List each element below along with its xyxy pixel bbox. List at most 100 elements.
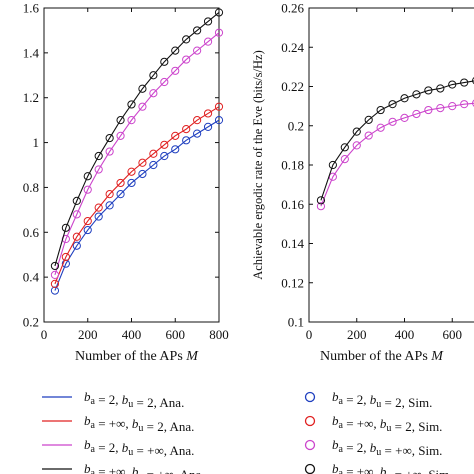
data-point — [72, 232, 81, 241]
data-point — [105, 133, 114, 143]
data-point — [61, 252, 70, 262]
y-tick-label: 0.22 — [281, 79, 304, 94]
series-line — [320, 80, 474, 201]
data-point — [424, 86, 433, 95]
legend-item: ba = +∞, bu = +∞, Sim. — [304, 461, 453, 474]
data-point — [171, 46, 180, 55]
data-point — [171, 66, 180, 75]
data-point — [424, 105, 433, 115]
series-left-1 — [50, 102, 224, 288]
data-point — [83, 185, 92, 194]
y-tick-label: 1.4 — [23, 45, 40, 60]
data-point — [94, 212, 103, 221]
data-point — [72, 210, 81, 219]
y-tick-label: 0.1 — [288, 315, 304, 330]
data-point — [388, 100, 397, 109]
data-point — [448, 80, 457, 89]
data-point — [472, 77, 474, 85]
data-point — [448, 102, 457, 111]
data-point — [50, 270, 60, 279]
data-point — [388, 117, 397, 126]
data-point — [214, 8, 224, 17]
data-point — [149, 160, 158, 170]
legend-marker-swatch — [304, 391, 316, 403]
data-point — [376, 123, 385, 132]
data-point — [400, 113, 409, 123]
legend-item: ba = 2, bu = +∞, Sim. — [304, 437, 442, 458]
y-tick-label: 0.8 — [23, 180, 39, 195]
plot-frame-left — [43, 7, 220, 323]
data-point — [400, 94, 409, 103]
data-point — [105, 190, 114, 199]
data-point — [127, 167, 136, 176]
data-point — [193, 129, 202, 138]
legend-item: ba = +∞, bu = 2, Ana. — [42, 413, 194, 434]
data-point — [72, 196, 81, 205]
data-point — [116, 178, 125, 188]
y-tick-label: 1.6 — [23, 1, 40, 16]
y-tick-label: 0.26 — [281, 1, 304, 16]
data-point — [116, 131, 125, 140]
data-point — [460, 100, 469, 109]
series-line — [54, 119, 220, 291]
plot-frame-right — [308, 7, 474, 323]
data-point — [149, 71, 158, 80]
legend-label: ba = +∞, bu = +∞, Ana. — [84, 461, 205, 474]
legend-label: ba = 2, bu = 2, Ana. — [84, 389, 184, 410]
y-tick-label: 0.14 — [281, 236, 304, 251]
series-left-2 — [50, 28, 224, 279]
data-point — [472, 99, 474, 107]
data-point — [203, 37, 213, 46]
data-point — [83, 225, 92, 235]
data-point — [352, 127, 361, 136]
data-point — [160, 140, 169, 149]
legend-item: ba = 2, bu = 2, Ana. — [42, 389, 184, 410]
data-point — [182, 125, 191, 134]
y-tick-label: 0.6 — [23, 225, 40, 240]
x-tick-label: 800 — [209, 327, 229, 342]
data-point — [50, 261, 60, 271]
data-point — [203, 17, 213, 26]
data-point — [94, 165, 103, 174]
y-tick-label: 0.16 — [281, 197, 304, 212]
data-point — [412, 109, 421, 119]
data-point — [94, 151, 103, 161]
data-point — [214, 102, 224, 111]
data-point — [182, 136, 191, 145]
data-point — [214, 28, 224, 37]
chart-right: 0.1 0.12 0.14 0.16 0.18 0.2 0.22 0.24 0.26 0 200 40… — [251, 1, 474, 364]
y-tick-label: 0.2 — [23, 315, 39, 330]
data-point — [72, 241, 81, 250]
data-point — [149, 89, 158, 98]
data-point — [352, 141, 361, 150]
y-tick-label: 1.2 — [23, 90, 39, 105]
data-point — [364, 115, 373, 124]
data-point — [182, 35, 191, 44]
legend-label: ba = +∞, bu = 2, Sim. — [332, 413, 442, 434]
y-tick-label: 0.24 — [281, 40, 304, 55]
data-point — [138, 84, 147, 93]
legend-item: ba = 2, bu = +∞, Ana. — [42, 437, 194, 458]
data-point — [160, 77, 169, 87]
legend-item: ba = 2, bu = 2, Sim. — [304, 389, 432, 410]
data-point — [214, 116, 224, 125]
x-tick-label: 400 — [122, 327, 142, 342]
series-right-1 — [316, 77, 474, 205]
series-left-3 — [50, 8, 224, 271]
data-point — [138, 169, 147, 179]
legend-simulation: ba = 2, bu = 2, Sim. ba = +∞, bu = 2, Sim… — [304, 389, 453, 474]
x-tick-label: 200 — [347, 327, 367, 342]
legend-label: ba = +∞, bu = 2, Ana. — [84, 413, 194, 434]
data-point — [203, 122, 213, 131]
y-axis-label: Achievable ergodic rate of the Eve (bits… — [251, 50, 265, 280]
data-point — [436, 103, 445, 113]
data-point — [182, 55, 191, 64]
data-point — [105, 147, 114, 156]
data-point — [193, 26, 202, 35]
chart-left: 0.2 0.4 0.6 0.8 1 1.2 1.4 1.6 0 200 400 600 800 Numbe… — [23, 1, 229, 365]
x-tick-label: 0 — [41, 327, 48, 342]
x-tick-label: 600 — [166, 327, 186, 342]
series-left-0 — [50, 116, 224, 295]
data-point — [127, 178, 136, 188]
data-point — [436, 84, 445, 93]
